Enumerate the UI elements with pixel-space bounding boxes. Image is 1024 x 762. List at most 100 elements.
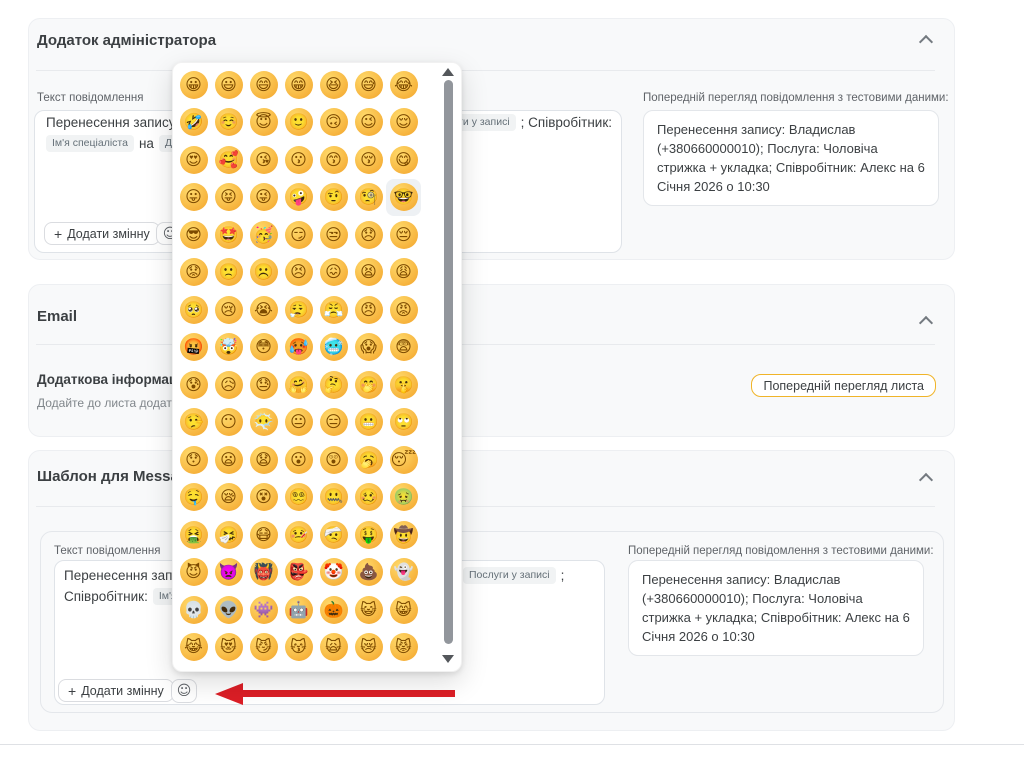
emoji-cell[interactable]: 😭 <box>246 291 281 329</box>
emoji-cell[interactable]: 😴 <box>386 441 421 479</box>
emoji-cell[interactable]: 😀 <box>176 66 211 104</box>
emoji-cell[interactable]: 🤓 <box>386 178 421 216</box>
emoji-cell[interactable]: 🤣 <box>176 104 211 142</box>
emoji-cell[interactable]: 🧐 <box>351 179 386 217</box>
emoji-cell[interactable]: 😺 <box>351 591 386 629</box>
emoji-cell[interactable]: 😼 <box>246 629 281 667</box>
emoji-cell[interactable]: 😡 <box>386 291 421 329</box>
messenger-card-collapse-button[interactable] <box>917 471 935 488</box>
emoji-cell[interactable]: 😘 <box>246 141 281 179</box>
emoji-cell[interactable]: 😪 <box>211 479 246 517</box>
emoji-cell[interactable]: 😤 <box>316 291 351 329</box>
emoji-cell[interactable]: 😆 <box>316 66 351 104</box>
emoji-cell[interactable]: 🤖 <box>281 591 316 629</box>
emoji-cell[interactable]: 😋 <box>386 141 421 179</box>
emoji-cell[interactable]: 😩 <box>386 254 421 292</box>
emoji-cell[interactable]: 😻 <box>211 629 246 667</box>
emoji-cell[interactable]: 🤗 <box>281 366 316 404</box>
emoji-cell[interactable]: 🤕 <box>316 516 351 554</box>
emoji-cell[interactable]: ☹️ <box>246 254 281 292</box>
emoji-cell[interactable]: 🥱 <box>351 441 386 479</box>
emoji-cell[interactable]: 🥴 <box>351 479 386 517</box>
variable-chip-services[interactable]: Послуги у записі <box>463 567 556 584</box>
emoji-cell[interactable]: 🤬 <box>176 329 211 367</box>
emoji-cell[interactable]: 😮 <box>281 441 316 479</box>
emoji-cell[interactable]: 😶‍🌫️ <box>246 404 281 442</box>
emoji-cell[interactable]: 🥺 <box>176 291 211 329</box>
emoji-cell[interactable]: 😈 <box>176 554 211 592</box>
emoji-cell[interactable]: 🙂 <box>281 104 316 142</box>
emoji-cell[interactable]: 😧 <box>246 441 281 479</box>
emoji-cell[interactable]: 😮‍💨 <box>281 291 316 329</box>
emoji-cell[interactable]: 😷 <box>246 516 281 554</box>
emoji-cell[interactable]: 😔 <box>386 216 421 254</box>
emoji-cell[interactable]: 😾 <box>386 629 421 667</box>
emoji-cell[interactable]: 🤯 <box>211 329 246 367</box>
emoji-cell[interactable]: 😦 <box>211 441 246 479</box>
emoji-cell[interactable]: 🤮 <box>176 516 211 554</box>
emoji-cell[interactable]: 😅 <box>351 66 386 104</box>
emoji-cell[interactable]: 😥 <box>211 366 246 404</box>
add-variable-button[interactable]: + Додати змінну <box>58 679 174 702</box>
emoji-cell[interactable]: 🙁 <box>211 254 246 292</box>
emoji-cell[interactable]: 🤩 <box>211 216 246 254</box>
emoji-cell[interactable]: 😖 <box>316 254 351 292</box>
emoji-cell[interactable]: 🥶 <box>316 329 351 367</box>
emoji-cell[interactable]: 🤠 <box>386 516 421 554</box>
emoji-cell[interactable]: 😠 <box>351 291 386 329</box>
emoji-cell[interactable]: 😣 <box>281 254 316 292</box>
emoji-cell[interactable]: 😎 <box>176 216 211 254</box>
emoji-cell[interactable]: 😄 <box>246 66 281 104</box>
emoji-cell[interactable]: 😰 <box>176 366 211 404</box>
emoji-cell[interactable]: 🤒 <box>281 516 316 554</box>
emoji-cell[interactable]: 😐 <box>281 404 316 442</box>
emoji-cell[interactable]: ☺️ <box>211 104 246 142</box>
add-variable-button[interactable]: + Додати змінну <box>44 222 160 245</box>
emoji-cell[interactable]: 😿 <box>351 629 386 667</box>
emoji-cell[interactable]: 😑 <box>316 404 351 442</box>
emoji-cell[interactable]: 😝 <box>211 179 246 217</box>
emoji-cell[interactable]: 😃 <box>211 66 246 104</box>
emoji-cell[interactable]: 🙀 <box>316 629 351 667</box>
emoji-cell[interactable]: 🤥 <box>176 404 211 442</box>
emoji-cell[interactable]: 🤢 <box>386 479 421 517</box>
emoji-cell[interactable]: 👽 <box>211 591 246 629</box>
emoji-cell[interactable]: 🙄 <box>386 404 421 442</box>
scrollbar-up-arrow-icon[interactable] <box>442 68 454 76</box>
emoji-cell[interactable]: 😫 <box>351 254 386 292</box>
emoji-cell[interactable]: 🙃 <box>316 104 351 142</box>
emoji-cell[interactable]: 👺 <box>281 554 316 592</box>
emoji-cell[interactable]: 🤐 <box>316 479 351 517</box>
emoji-cell[interactable]: 😁 <box>281 66 316 104</box>
emoji-cell[interactable]: 👿 <box>211 554 246 592</box>
emoji-cell[interactable]: 😏 <box>281 216 316 254</box>
emoji-cell[interactable]: 😬 <box>351 404 386 442</box>
emoji-cell[interactable]: 🤪 <box>281 179 316 217</box>
emoji-cell[interactable]: 😨 <box>386 329 421 367</box>
emoji-cell[interactable]: 🤑 <box>351 516 386 554</box>
emoji-cell[interactable]: 😶 <box>211 404 246 442</box>
emoji-cell[interactable]: 🤤 <box>176 479 211 517</box>
emoji-cell[interactable]: 😵 <box>246 479 281 517</box>
emoji-cell[interactable]: 😸 <box>386 591 421 629</box>
emoji-cell[interactable]: 😯 <box>176 441 211 479</box>
emoji-cell[interactable]: 🤡 <box>316 554 351 592</box>
emoji-cell[interactable]: 🤔 <box>316 366 351 404</box>
emoji-cell[interactable]: 😍 <box>176 141 211 179</box>
scrollbar-down-arrow-icon[interactable] <box>442 655 454 663</box>
emoji-cell[interactable]: 😉 <box>351 104 386 142</box>
emoji-cell[interactable]: 🎃 <box>316 591 351 629</box>
variable-chip-specialist-name[interactable]: Ім'я спеціаліста <box>46 135 134 152</box>
emoji-cell[interactable]: 😟 <box>176 254 211 292</box>
scrollbar-thumb[interactable] <box>444 80 453 644</box>
emoji-cell[interactable]: 😵‍💫 <box>281 479 316 517</box>
emoji-cell[interactable]: 🥳 <box>246 216 281 254</box>
emoji-cell[interactable]: 👹 <box>246 554 281 592</box>
email-preview-button[interactable]: Попередній перегляд листа <box>751 374 936 397</box>
emoji-cell[interactable]: 👻 <box>386 554 421 592</box>
emoji-cell[interactable]: 😗 <box>281 141 316 179</box>
emoji-cell[interactable]: 😜 <box>246 179 281 217</box>
emoji-cell[interactable]: 😚 <box>351 141 386 179</box>
emoji-cell[interactable]: 😇 <box>246 104 281 142</box>
emoji-cell[interactable]: 🥵 <box>281 329 316 367</box>
